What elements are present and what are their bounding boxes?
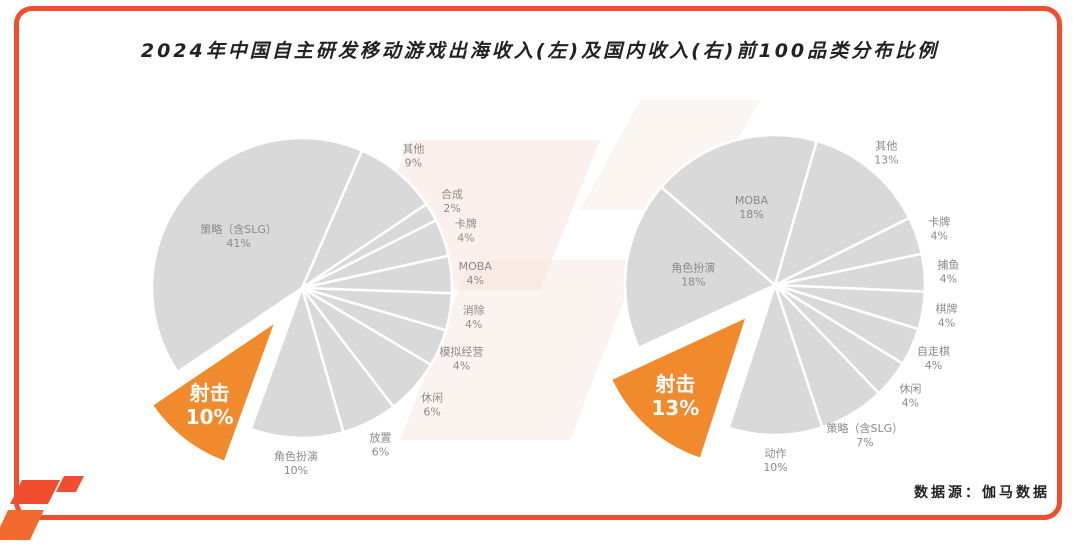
pie1-label-2: 其他 9% (402, 142, 424, 169)
pie2-slice-1 (623, 185, 778, 350)
pie1-label-10: 角色扮演 10% (274, 449, 318, 477)
pie2-label-7: 自走棋 4% (917, 344, 950, 372)
brand-logo-icon (0, 476, 84, 540)
pie2-label-8: 休闲 4% (899, 381, 921, 409)
pie1-slice-2 (299, 148, 429, 292)
pie2-label-4: 卡牌 4% (928, 215, 950, 243)
pie2-label-6: 棋牌 4% (935, 302, 957, 330)
pie1-label-7: 模拟经营 4% (439, 345, 483, 373)
pie2-label-0: 射击 13% (651, 372, 699, 420)
chart-title: 2024年中国自主研发移动游戏出海收入(左)及国内收入(右)前100品类分布比例 (140, 40, 940, 62)
pie2-label-3: 其他 13% (874, 139, 898, 166)
pie2-slice-2 (659, 133, 819, 288)
pie2-label-2: MOBA 18% (735, 194, 769, 221)
data-source: 数据源：伽马数据 (914, 485, 1050, 501)
pie2-slice-10 (727, 280, 824, 437)
pie1-label-5: MOBA 4% (459, 260, 493, 287)
pie2-slice-0 (609, 314, 750, 461)
pie2-label-5: 捕鱼 4% (937, 258, 959, 286)
pie1-slice-0 (150, 317, 279, 464)
pie1-slice-10 (249, 283, 345, 440)
pie2-label-9: 策略（含SLG） 7% (827, 421, 904, 449)
pie1-label-8: 休闲 6% (421, 391, 443, 419)
pie2-label-10: 动作 10% (763, 447, 787, 474)
pie1-label-1: 策略（含SLG） 41% (200, 222, 277, 250)
pie1-label-9: 放置 6% (369, 430, 391, 458)
pie2-slice-3 (773, 139, 911, 288)
pie1-label-6: 消除 4% (463, 303, 485, 331)
pie2-label-1: 角色扮演 18% (671, 261, 715, 289)
pie1-label-0: 射击 10% (186, 381, 234, 429)
pie1-label-3: 合成 2% (441, 187, 463, 215)
pie1-label-4: 卡牌 4% (455, 217, 477, 245)
pie1-slice-1 (150, 136, 364, 374)
